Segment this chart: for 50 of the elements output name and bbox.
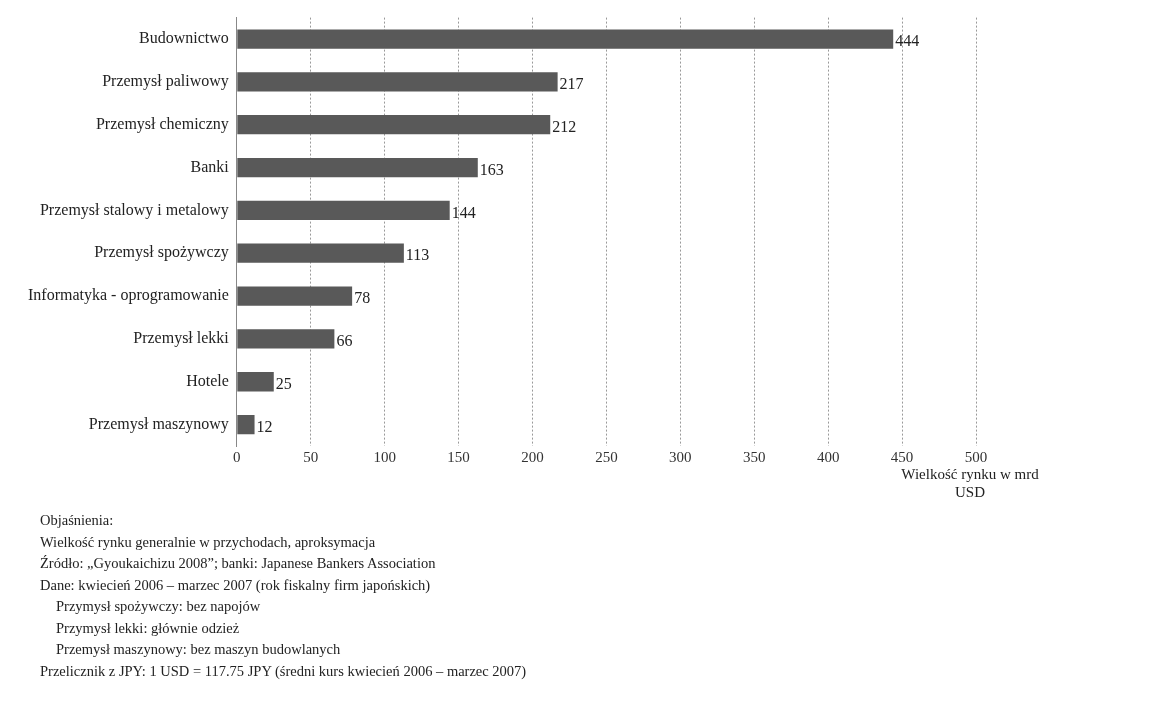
bar [237, 200, 450, 221]
y-tick-label: Hotele [186, 371, 229, 389]
x-tick-label: 150 [447, 448, 470, 465]
x-tick-label: 250 [595, 448, 618, 465]
x-axis-title: Wielkość rynku w mrd USD [900, 465, 1040, 501]
text: Objaśnienia: [40, 511, 115, 530]
text: Przymysł lekki: głównie odzież [55, 618, 241, 638]
bar [237, 72, 558, 92]
data-label: 78 [354, 289, 371, 307]
bar [237, 243, 404, 263]
y-tick-label: Banki [190, 157, 230, 175]
y-tick-label: Przemysł lekki [133, 329, 230, 348]
y-tick-label: Przemysł maszynowy [88, 414, 229, 433]
data-label: 163 [479, 160, 504, 178]
y-tick-label: Budownictwo [139, 29, 229, 47]
text: Przemysł maszynowy: bez maszyn budowlanych [55, 640, 342, 659]
y-tick-label: Przemysł spożywczy [94, 243, 229, 262]
x-tick-label: 100 [373, 448, 396, 465]
data-label: 25 [275, 374, 292, 392]
x-tick-label: 400 [816, 448, 840, 465]
x-tick-label: 0 [233, 448, 241, 465]
text: Przelicznik z JPY: 1 USD = 117.75 JPY (średni kurs kwiecień 2006 – marzec 2007) [40, 661, 527, 681]
text: Źródło: „Gyoukaichizu 2008”; banki: Japanese Bankers Association [40, 554, 437, 573]
y-tick-label: Informatyka - oprogramowanie [28, 286, 229, 305]
x-tick-label: 450 [890, 448, 914, 465]
data-label: 444 [895, 32, 920, 50]
text: Przymysł spożywczy: bez napojów [55, 597, 262, 616]
x-tick-label: 500 [964, 448, 988, 465]
x-tick-label: 200 [521, 448, 544, 465]
data-label: 212 [552, 117, 577, 135]
bar [237, 372, 274, 392]
data-label: 66 [336, 332, 353, 350]
y-tick-label: Przemysł chemiczny [95, 114, 229, 133]
x-tick-label: 50 [303, 448, 319, 465]
data-label: 113 [405, 246, 430, 264]
bar [237, 115, 551, 135]
data-label: 144 [451, 203, 476, 221]
bar [237, 157, 478, 178]
text: Dane: kwiecień 2006 – marzec 2007 (rok fiskalny firm japońskich) [40, 575, 432, 595]
y-tick-label: Przemysł paliwowy [102, 72, 229, 91]
bar [237, 329, 335, 349]
x-tick-label: 300 [669, 448, 692, 465]
x-tick-label: 350 [742, 448, 766, 465]
y-tick-label: Przemysł stalowy i metalowy [39, 200, 229, 219]
bar [237, 29, 894, 49]
text: Wielkość rynku generalnie w przychodach, aproksymacja [40, 532, 377, 552]
data-label: 217 [559, 75, 584, 93]
bar [237, 286, 353, 306]
bar [237, 414, 255, 435]
data-label: 12 [256, 417, 273, 435]
